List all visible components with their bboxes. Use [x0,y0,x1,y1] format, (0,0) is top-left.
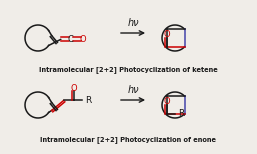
Text: O: O [164,97,171,106]
Text: hν: hν [127,85,139,95]
Text: Intramolecular [2+2] Photocyclization of enone: Intramolecular [2+2] Photocyclization of… [40,137,216,144]
Text: O: O [164,30,171,39]
Text: O: O [79,35,86,44]
Text: O: O [70,84,77,93]
Text: C: C [68,35,74,44]
Text: hν: hν [127,18,139,28]
Text: Intramolecular [2+2] Photocyclization of ketene: Intramolecular [2+2] Photocyclization of… [39,67,217,73]
Text: R: R [85,96,91,105]
Text: R: R [178,109,185,118]
